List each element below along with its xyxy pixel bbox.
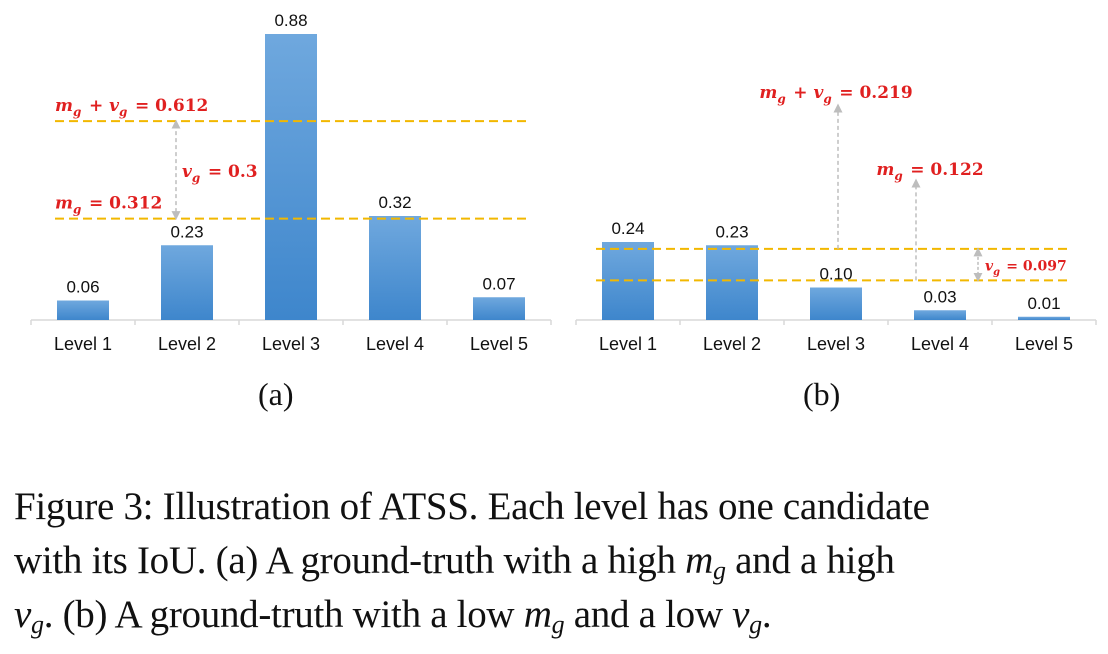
- bar: [706, 245, 758, 320]
- caption-text: and a low: [564, 593, 733, 636]
- x-tick-label: Level 4: [366, 334, 424, 354]
- data-label: 0.32: [378, 193, 411, 212]
- x-tick-label: Level 5: [1015, 334, 1073, 354]
- bar: [473, 297, 525, 320]
- caption-text: with its IoU. (a) A ground-truth with a …: [14, 539, 686, 582]
- data-label: 0.07: [482, 274, 515, 293]
- x-tick-label: Level 4: [911, 334, 969, 354]
- bar: [914, 310, 966, 320]
- caption-math-mg: mg: [523, 593, 565, 639]
- caption-line-3: vg. (b) A ground-truth with a low mg and…: [14, 588, 1104, 642]
- bar: [57, 300, 109, 320]
- bar: [810, 287, 862, 320]
- upper-label: mg + vg = 0.219: [759, 83, 912, 106]
- mean-label: mg = 0.122: [876, 160, 983, 183]
- bar: [161, 245, 213, 320]
- caption-line-2: with its IoU. (a) A ground-truth with a …: [14, 534, 1104, 588]
- chart-panel-b: 0.24 Level 1 0.23 Level 2 0.10 Level 3 0.03 Lev…: [575, 83, 1097, 354]
- figure-caption: Figure 3: Illustration of ATSS. Each lev…: [14, 480, 1104, 642]
- x-tick-label: Level 1: [599, 334, 657, 354]
- caption-text: and a high: [725, 539, 895, 582]
- panel-b-label: (b): [803, 376, 841, 412]
- caption-text: Figure 3: Illustration of ATSS. Each lev…: [14, 485, 930, 528]
- figure-charts: 0.06 Level 1 0.23 Level 2 0.88 Level 3 0.32 Lev…: [30, 11, 1097, 354]
- bar: [369, 216, 421, 320]
- chart-panel-a: 0.06 Level 1 0.23 Level 2 0.88 Level 3 0.32 Lev…: [30, 11, 552, 354]
- vg-label: vg = 0.097: [985, 259, 1067, 278]
- x-tick-label: Level 3: [262, 334, 320, 354]
- threshold-label: mg + vg = 0.612: [55, 96, 208, 119]
- x-tick-label: Level 2: [158, 334, 216, 354]
- bar: [265, 34, 317, 320]
- data-label: 0.01: [1027, 294, 1060, 313]
- data-label: 0.06: [66, 278, 99, 297]
- panel-a-label: (a): [258, 376, 294, 412]
- x-tick-label: Level 2: [703, 334, 761, 354]
- data-label: 0.23: [715, 222, 748, 241]
- x-tick-label: Level 3: [807, 334, 865, 354]
- caption-math-mg: mg: [685, 539, 726, 585]
- caption-math-vg: vg: [732, 593, 762, 639]
- caption-text: . (b) A ground-truth with a low: [43, 593, 524, 636]
- caption-text: .: [761, 593, 772, 636]
- data-label: 0.24: [611, 219, 644, 238]
- bar: [1018, 316, 1070, 320]
- data-label: 0.10: [819, 265, 852, 284]
- data-label: 0.23: [170, 222, 203, 241]
- vg-label: vg = 0.3: [182, 162, 258, 185]
- data-label: 0.03: [923, 287, 956, 306]
- x-tick-label: Level 1: [54, 334, 112, 354]
- data-label: 0.88: [274, 11, 307, 30]
- caption-line-1: Figure 3: Illustration of ATSS. Each lev…: [14, 480, 1104, 534]
- x-tick-label: Level 5: [470, 334, 528, 354]
- caption-math-vg: vg: [14, 593, 44, 639]
- threshold-label: mg = 0.312: [55, 194, 162, 217]
